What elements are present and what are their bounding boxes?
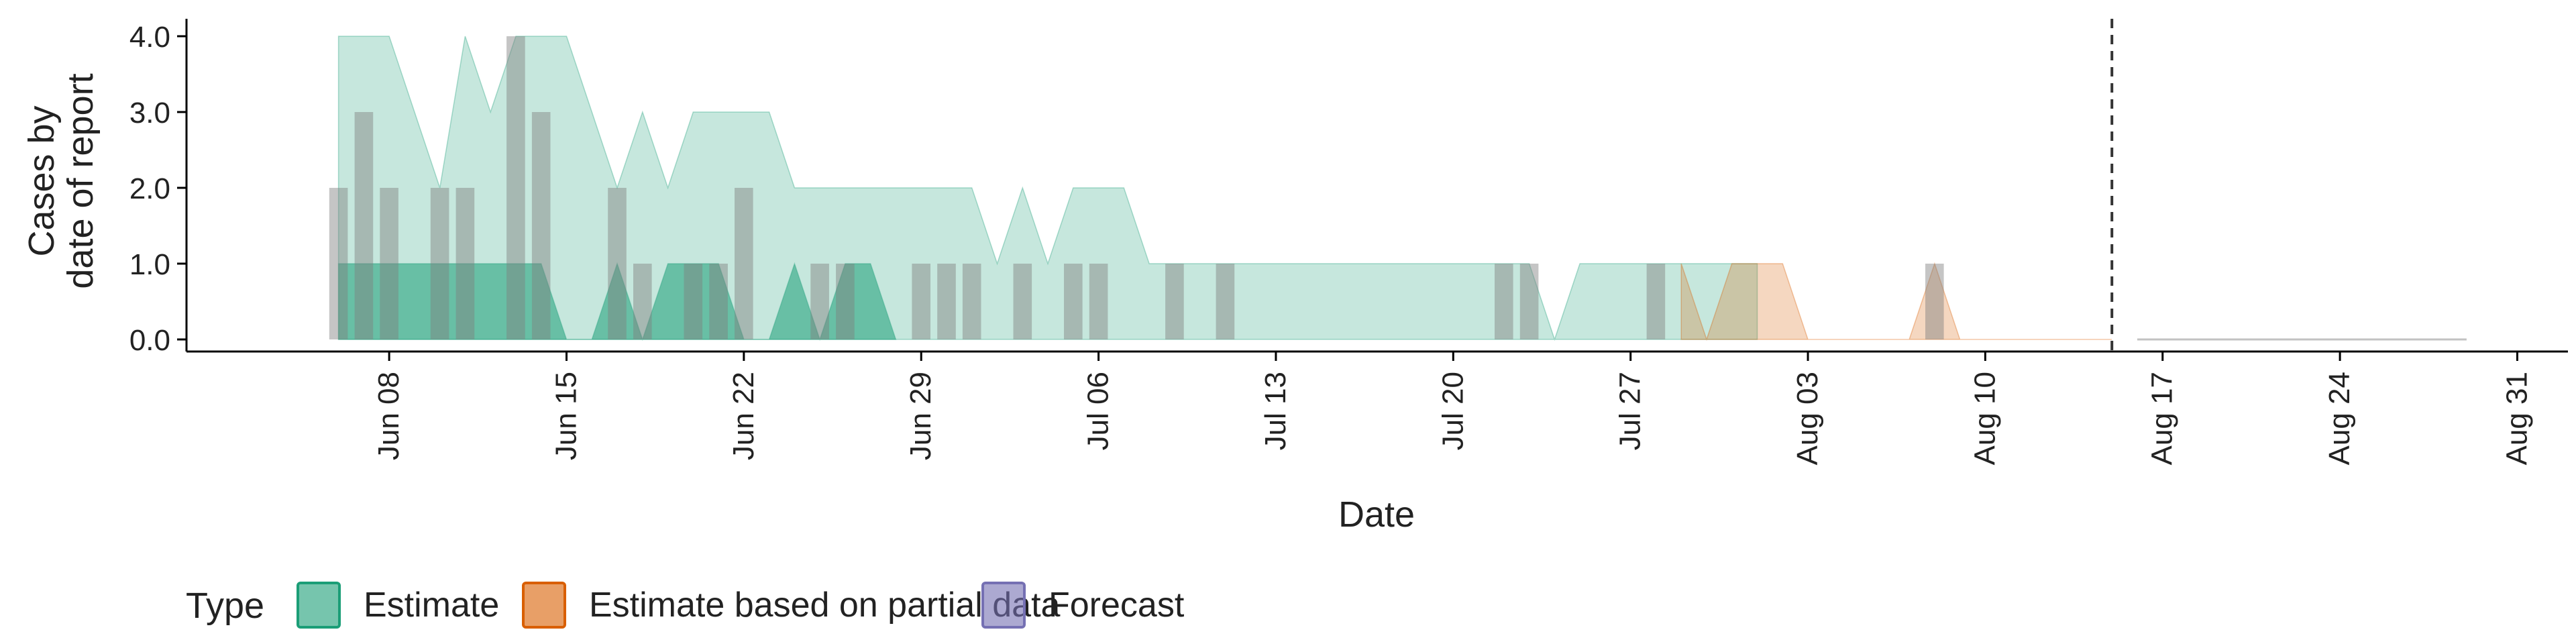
case-bar-2 xyxy=(380,188,398,339)
case-bar-5 xyxy=(506,36,525,339)
case-bar-25 xyxy=(1925,264,1944,339)
case-bar-7 xyxy=(608,188,627,339)
legend-label-2: Forecast xyxy=(1049,586,1185,625)
y-tick-label: 0.0 xyxy=(129,324,170,357)
case-bar-14 xyxy=(912,264,930,339)
band-estimate-based-on-partial-data-outer-2 xyxy=(1680,262,2112,341)
case-bar-12 xyxy=(810,264,829,339)
band-estimate-inner-1 xyxy=(337,262,897,341)
case-bar-4 xyxy=(455,188,475,339)
legend-key-0 xyxy=(297,582,341,629)
y-tick-label: 3.0 xyxy=(129,97,170,129)
case-bar-21 xyxy=(1216,264,1235,339)
legend-label-0: Estimate xyxy=(364,586,499,625)
case-bar-6 xyxy=(531,112,551,339)
x-tick-label: Jun 22 xyxy=(727,372,760,460)
case-bar-9 xyxy=(684,264,703,339)
y-tick-label: 2.0 xyxy=(129,172,170,205)
y-axis-label-line: date of report xyxy=(60,73,101,288)
case-bar-11 xyxy=(735,188,753,339)
x-tick-label: Jul 27 xyxy=(1614,372,1647,450)
case-bar-24 xyxy=(1646,264,1666,339)
y-axis-ticks: 0.0 1.0 2.0 3.0 4.0 xyxy=(129,21,186,357)
legend-key-1 xyxy=(522,582,566,629)
x-tick-label: Jun 29 xyxy=(904,372,937,460)
x-tick-label: Aug 24 xyxy=(2323,372,2356,465)
case-bar-17 xyxy=(1013,264,1032,339)
case-bar-18 xyxy=(1064,264,1083,339)
case-bar-16 xyxy=(962,264,981,339)
case-bar-20 xyxy=(1165,264,1184,339)
legend-key-2 xyxy=(981,582,1026,629)
case-bar-1 xyxy=(354,112,374,339)
case-bar-15 xyxy=(937,264,956,339)
y-axis-label-line: Cases by xyxy=(21,105,62,256)
y-axis-label: Cases bydate of report xyxy=(21,73,101,288)
case-bar-10 xyxy=(709,264,728,339)
x-tick-label: Jul 06 xyxy=(1082,372,1115,450)
legend: Type Estimate Estimate based on partial d… xyxy=(186,582,1185,629)
x-tick-label: Aug 17 xyxy=(2146,372,2179,465)
x-tick-label: Aug 03 xyxy=(1791,372,1824,465)
x-tick-label: Jul 20 xyxy=(1436,372,1469,450)
case-bar-8 xyxy=(633,264,652,339)
x-tick-label: Jul 13 xyxy=(1259,372,1292,450)
y-tick-label: 1.0 xyxy=(129,248,170,281)
x-tick-label: Jun 08 xyxy=(372,372,405,460)
legend-title: Type xyxy=(186,586,264,626)
x-tick-label: Aug 31 xyxy=(2500,372,2533,465)
case-bar-0 xyxy=(329,188,348,339)
case-bar-22 xyxy=(1495,264,1513,339)
x-axis-ticks: Jun 08 Jun 15 Jun 22 Jun 29 Jul 06 Jul 13 Jul … xyxy=(372,352,2533,465)
estimate-bands xyxy=(337,36,2467,341)
case-bar-23 xyxy=(1519,264,1539,339)
case-bar-3 xyxy=(430,188,449,339)
x-tick-label: Aug 10 xyxy=(1968,372,2001,465)
case-bar-13 xyxy=(836,264,855,339)
reported-case-bars xyxy=(329,36,1944,339)
y-tick-label: 4.0 xyxy=(129,21,170,54)
x-tick-label: Jun 15 xyxy=(549,372,582,460)
x-axis-label: Date xyxy=(1338,494,1415,535)
case-bar-19 xyxy=(1089,264,1108,339)
